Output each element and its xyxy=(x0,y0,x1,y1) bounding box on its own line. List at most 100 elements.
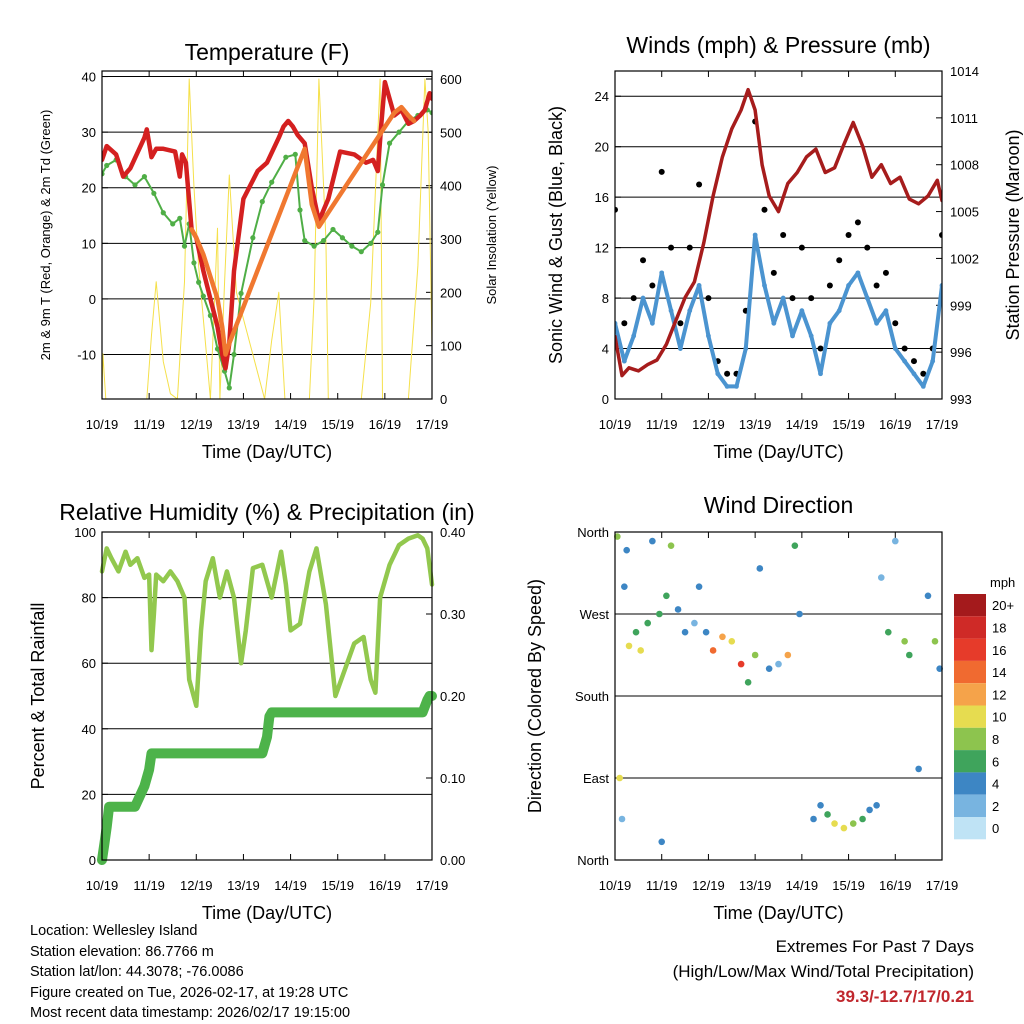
gust-point xyxy=(630,295,637,302)
dewpoint-line-point xyxy=(181,243,188,249)
station-elevation: Station elevation: 86.7766 m xyxy=(30,943,214,960)
direction-point xyxy=(877,574,885,581)
extremes-subtitle: (High/Low/Max Wind/Total Precipitation) xyxy=(672,962,974,981)
direction-point xyxy=(744,679,752,686)
panel-title: Winds (mph) & Pressure (mb) xyxy=(626,32,930,58)
y-axis-title: Sonic Wind & Gust (Blue, Black) xyxy=(546,106,566,364)
gust-point xyxy=(939,232,942,238)
x-tick-label: 12/19 xyxy=(180,417,213,432)
y2-tick-label: 1002 xyxy=(950,251,979,266)
y-tick-label: 12 xyxy=(595,241,609,256)
station-pressure-line xyxy=(615,87,942,378)
gust-point xyxy=(789,295,796,302)
extremes-title: Extremes For Past 7 Days xyxy=(775,937,974,956)
y2-tick-label: 600 xyxy=(440,72,462,87)
speed-color-legend: mph 20+ 18 16 14 12 10 8 6 4 2 0 xyxy=(954,575,1015,840)
dewpoint-line-point xyxy=(231,351,237,358)
legend-label: 16 xyxy=(992,643,1006,658)
gust-point xyxy=(770,269,777,276)
y-tick-label: 80 xyxy=(82,591,96,606)
y2-tick-label: 1008 xyxy=(950,158,979,173)
direction-point xyxy=(663,592,670,600)
y-tick-label: 24 xyxy=(595,89,609,104)
direction-point xyxy=(901,638,908,645)
y-tick-label: -10 xyxy=(77,348,96,363)
sonic-wind-line-point xyxy=(715,371,721,377)
dewpoint-line-point xyxy=(177,215,183,221)
legend-swatch xyxy=(954,772,986,795)
gust-point xyxy=(826,282,833,289)
gust-point xyxy=(686,244,693,251)
x-tick-label: 16/19 xyxy=(369,878,402,893)
x-tick-label: 10/19 xyxy=(599,878,632,893)
direction-point xyxy=(649,537,656,545)
dewpoint-line-point xyxy=(283,154,289,160)
dewpoint-line-point xyxy=(386,140,393,146)
y2-tick-label: 0 xyxy=(440,392,447,407)
x-tick-label: 12/19 xyxy=(692,878,725,893)
sonic-wind-line-point xyxy=(818,371,823,377)
x-tick-label: 11/19 xyxy=(646,417,678,432)
direction-point xyxy=(840,824,848,832)
direction-point xyxy=(618,815,626,823)
y-tick-label: 0 xyxy=(89,292,96,307)
direction-point xyxy=(728,638,736,645)
dewpoint-line-point xyxy=(349,243,355,249)
x-tick-label: 13/19 xyxy=(227,878,260,893)
sonic-wind-line-point xyxy=(874,320,879,326)
winds-series-group xyxy=(615,87,942,389)
dewpoint-line-point xyxy=(368,240,374,246)
y2-tick-label: 1005 xyxy=(950,205,979,220)
y-tick-label: 30 xyxy=(82,125,96,140)
x-tick-label: 17/19 xyxy=(416,417,449,432)
dewpoint-line-point xyxy=(238,290,244,296)
direction-point xyxy=(796,610,803,618)
temp-2m-line xyxy=(189,104,417,357)
dewpoint-line-point xyxy=(269,179,275,185)
y2-tick-label: 0.00 xyxy=(440,853,465,868)
sonic-wind-line-point xyxy=(762,283,767,288)
gust-point xyxy=(780,232,787,238)
sonic-wind-line-point xyxy=(734,383,739,389)
y2-tick-label: 993 xyxy=(950,392,972,407)
x-axis-title: Time (Day/UTC) xyxy=(202,442,332,462)
winds-panel: Winds (mph) & Pressure (mb) 10/19 11/19 12/… xyxy=(546,32,1023,462)
direction-point xyxy=(775,660,782,668)
panel-title: Temperature (F) xyxy=(185,39,350,65)
plot-border xyxy=(614,70,943,400)
y2-axis-title: Solar Insolation (Yellow) xyxy=(484,166,499,305)
gust-point xyxy=(808,295,815,302)
legend-label: 4 xyxy=(992,777,999,792)
dewpoint-line-point xyxy=(320,237,327,244)
extremes-box: Extremes For Past 7 Days (High/Low/Max W… xyxy=(673,934,974,1009)
direction-point xyxy=(765,665,773,672)
direction-point xyxy=(849,820,857,827)
dewpoint-line-point xyxy=(207,313,214,319)
figure-created: Figure created on Tue, 2026-02-17, at 19… xyxy=(30,984,349,1001)
y2-tick-label: 400 xyxy=(440,179,462,194)
temperature-panel: Temperature (F) 10/19 11/19 12/19 13/19 14/19… xyxy=(38,39,499,462)
y2-tick-label: 0.30 xyxy=(440,607,465,622)
y-tick-label: 40 xyxy=(82,70,96,85)
legend-label: 18 xyxy=(992,620,1006,635)
sonic-wind-line-point xyxy=(659,270,665,276)
dewpoint-line-point xyxy=(132,182,138,188)
y2-tick-label: 0.10 xyxy=(440,771,465,786)
y2-tick-label: 1014 xyxy=(950,64,979,79)
dewpoint-line-point xyxy=(311,243,317,249)
sonic-wind-line-point xyxy=(743,346,749,351)
y-tick-label: 10 xyxy=(82,236,96,251)
direction-point xyxy=(695,583,703,590)
gust-point xyxy=(854,219,861,226)
x-tick-label: 14/19 xyxy=(786,878,819,893)
direction-point xyxy=(884,628,892,636)
dewpoint-line-point xyxy=(226,385,232,391)
sonic-wind-line-point xyxy=(668,308,674,314)
gust-point xyxy=(696,181,703,188)
legend-label: 0 xyxy=(992,821,999,836)
legend-swatch xyxy=(954,750,986,773)
x-axis-title: Time (Day/UTC) xyxy=(202,903,332,923)
direction-point xyxy=(616,774,623,782)
dewpoint-line-point xyxy=(396,129,402,135)
